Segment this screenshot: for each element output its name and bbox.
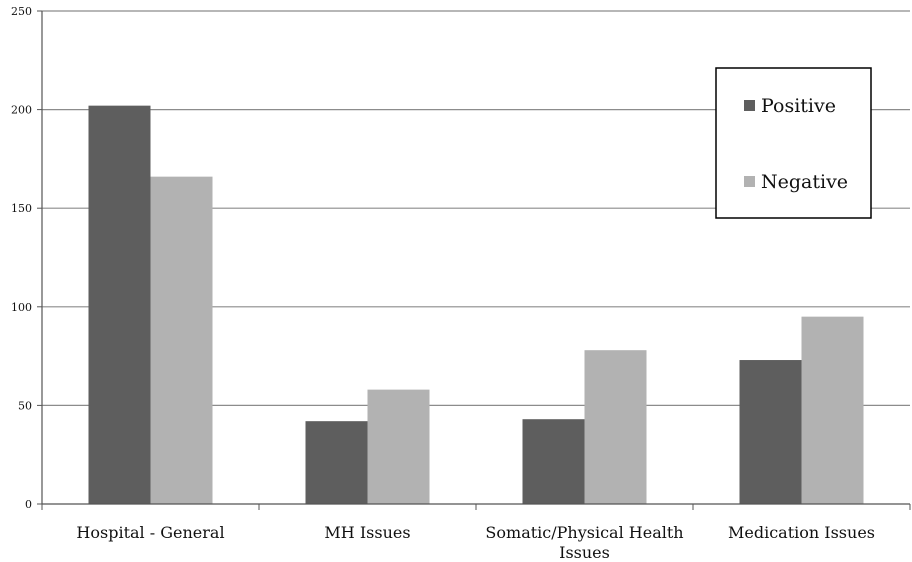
axes <box>37 10 911 510</box>
x-category-label: Issues <box>559 543 610 562</box>
y-tick-label: 200 <box>11 104 32 117</box>
x-category-label: Somatic/Physical Health <box>485 523 683 542</box>
x-category-labels: Hospital - General MH Issues Somatic/Physi… <box>76 523 875 562</box>
x-category-label: Hospital - General <box>76 523 224 542</box>
bar-negative-1 <box>367 389 430 504</box>
legend-swatch-positive <box>744 100 755 111</box>
legend-label-positive: Positive <box>761 95 836 117</box>
x-category-label: Medication Issues <box>728 523 875 542</box>
bar-positive-3 <box>739 360 802 504</box>
bar-negative-3 <box>801 316 864 504</box>
y-tick-label: 50 <box>18 399 32 412</box>
legend-label-negative: Negative <box>761 171 848 193</box>
y-tick-label: 150 <box>11 202 32 215</box>
bar-positive-0 <box>88 105 151 504</box>
x-category-label: MH Issues <box>324 523 410 542</box>
legend-swatch-negative <box>744 176 755 187</box>
bar-negative-2 <box>584 350 647 504</box>
y-tick-label: 250 <box>11 5 32 18</box>
bar-positive-1 <box>305 421 368 504</box>
y-tick-label: 100 <box>11 301 32 314</box>
y-tick-label: 0 <box>25 498 32 511</box>
legend-box <box>715 67 872 219</box>
bar-negative-0 <box>150 176 213 504</box>
bars-layer <box>88 105 864 504</box>
y-tick-labels: 0 50 100 150 200 250 <box>11 5 32 511</box>
legend: Positive Negative <box>715 67 872 219</box>
bar-positive-2 <box>522 419 585 504</box>
